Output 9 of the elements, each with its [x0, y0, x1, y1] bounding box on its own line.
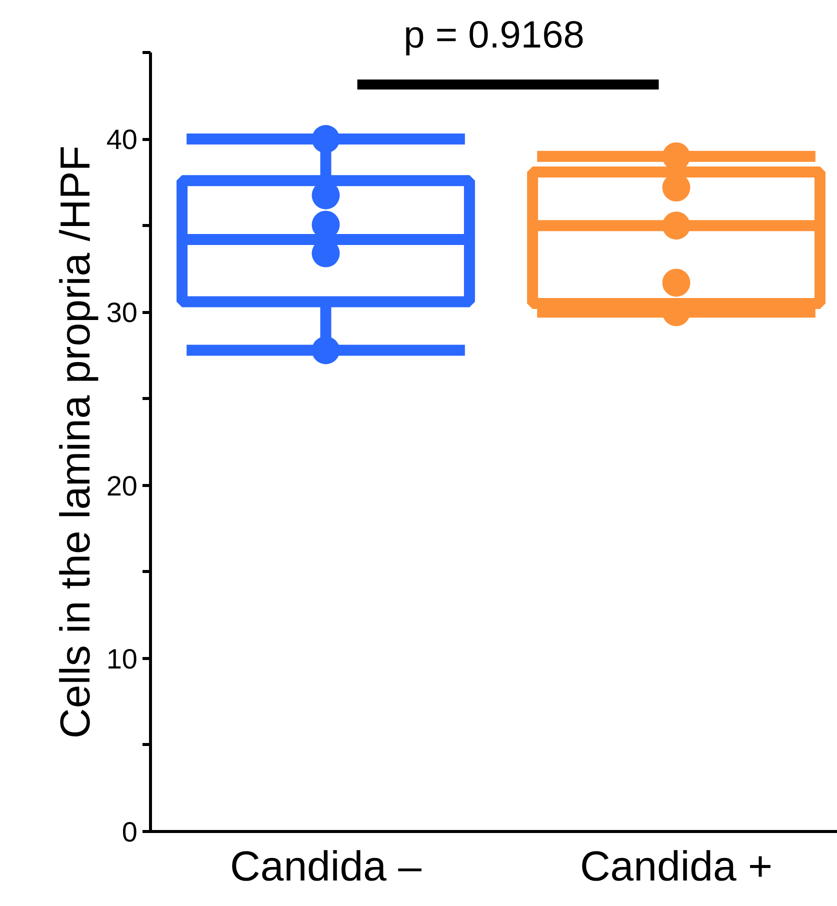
- y-tick-label: 20: [106, 470, 138, 502]
- y-tick-label: 10: [106, 643, 138, 674]
- x-tick-label: Candida –: [230, 842, 422, 890]
- annotation: p = 0.9168: [404, 14, 584, 56]
- y-axis-title: Cells in the lamina propria /HPF: [51, 146, 98, 738]
- y-tick-label: 30: [106, 297, 138, 328]
- y-tick-label: 0: [122, 816, 138, 848]
- y-tick-label: 40: [106, 124, 138, 156]
- x-tick-label: Candida +: [580, 842, 773, 890]
